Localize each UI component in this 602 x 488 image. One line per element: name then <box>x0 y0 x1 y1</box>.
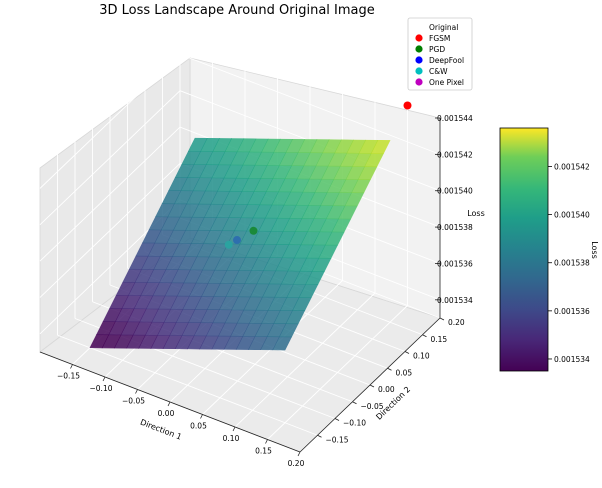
x-tick-label-7: 0.20 <box>288 459 305 468</box>
back-grid-z-5 <box>179 17 441 119</box>
y-tick-mark-0 <box>317 434 322 438</box>
z-ticks: 0.001534 0.001536 0.001538 0.001540 0.001542… <box>435 114 473 305</box>
x-tick-label-5: 0.10 <box>223 434 240 443</box>
x-tick-mark-2 <box>135 389 138 394</box>
y-tick-mark-2 <box>352 401 357 405</box>
chart-title: 3D Loss Landscape Around Original Image <box>99 3 375 18</box>
x-tick-label-0: −0.15 <box>57 372 80 381</box>
y-tick-label-1: −0.10 <box>343 419 366 428</box>
y-ticks: −0.15 −0.10 −0.05 0.000.050.100.150.20 <box>317 317 465 444</box>
legend-label-1: FGSM <box>429 34 450 43</box>
x-tick-label-4: 0.05 <box>190 422 207 431</box>
y-tick-mark-4 <box>387 367 392 371</box>
x-tick-mark-5 <box>232 426 236 432</box>
x-tick-mark-0 <box>70 364 73 369</box>
colorbar-tick-label-2: 0.001538 <box>554 259 590 268</box>
y-tick-mark-5 <box>404 351 410 354</box>
point-deepfool <box>233 236 241 245</box>
x-tick-mark-4 <box>200 414 203 419</box>
y-tick-label-4: 0.05 <box>396 368 413 377</box>
point-pgd <box>249 226 258 235</box>
colorbar-tick-label-3: 0.001540 <box>554 211 590 220</box>
back-grid-z-4 <box>179 53 441 155</box>
left-grid-z-1 <box>39 163 181 298</box>
legend-label-5: One Pixel <box>429 78 464 87</box>
left-grid-z-4 <box>39 54 181 189</box>
x-tick-mark-7 <box>297 451 301 457</box>
z-axis-label: Loss <box>467 209 485 218</box>
legend-box <box>407 17 473 91</box>
legend-label-4: C&W <box>429 67 448 76</box>
x-tick-label-2: −0.05 <box>122 397 145 406</box>
legend: Original FGSM PGD DeepFool C&W One Pixel <box>407 17 473 91</box>
z-tick-label-2: 0.001538 <box>437 223 473 232</box>
left-grid-z-5 <box>39 17 181 153</box>
y-tick-mark-6 <box>422 334 427 338</box>
attack-points <box>224 101 412 249</box>
x-tick-label-6: 0.15 <box>255 447 272 456</box>
colorbar-tick-label-4: 0.001542 <box>554 162 590 171</box>
surface-cell-255 <box>187 137 208 152</box>
y-tick-mark-7 <box>439 317 445 321</box>
z-tick-label-5: 0.001544 <box>437 114 473 123</box>
legend-marker-4 <box>415 67 423 75</box>
z-tick-label-4: 0.001542 <box>437 150 473 159</box>
x-tick-mark-3 <box>167 401 171 407</box>
y-tick-label-3: 0.00 <box>378 385 395 394</box>
z-tick-label-1: 0.001536 <box>437 259 473 268</box>
legend-marker-1 <box>415 34 423 42</box>
left-grid-z-2 <box>39 126 181 262</box>
x-tick-mark-6 <box>265 439 268 444</box>
colorbar-tick-label-1: 0.001536 <box>554 307 590 316</box>
legend-label-0: Original <box>429 23 458 32</box>
colorbar-ticks: 0.001534 0.001536 0.001538 0.001540 0.001542 <box>548 162 590 364</box>
colorbar-gradient <box>499 127 549 372</box>
legend-marker-5 <box>415 78 423 86</box>
y-tick-mark-1 <box>334 418 340 421</box>
x-tick-mark-1 <box>102 376 106 382</box>
y-tick-label-0: −0.15 <box>326 435 349 444</box>
colorbar-tick-label-0: 0.001534 <box>554 355 590 364</box>
x-tick-label-1: −0.10 <box>90 384 113 393</box>
point-fgsm <box>403 101 412 110</box>
loss-surface <box>89 137 391 351</box>
floor-grid-y-0 <box>57 334 318 436</box>
x-ticks: −0.15 −0.10 −0.05 0.00 0.05 0.10 0.15 0.20 <box>57 364 305 468</box>
x-tick-label-3: 0.00 <box>158 409 175 418</box>
z-tick-label-0: 0.001534 <box>437 296 473 305</box>
x-axis-label: Direction 1 <box>139 418 183 442</box>
colorbar-label: Loss <box>590 241 599 259</box>
y-tick-label-2: −0.05 <box>361 402 384 411</box>
z-tick-label-3: 0.001540 <box>437 187 473 196</box>
legend-label-2: PGD <box>429 45 445 54</box>
point-c-w <box>224 240 233 249</box>
y-tick-label-7: 0.20 <box>448 318 465 327</box>
left-grid-z-3 <box>39 90 181 226</box>
y-tick-label-6: 0.15 <box>431 335 448 344</box>
y-tick-mark-3 <box>369 384 375 388</box>
legend-marker-2 <box>415 45 423 53</box>
legend-marker-3 <box>415 56 423 64</box>
y-tick-label-5: 0.10 <box>413 352 430 361</box>
legend-label-3: DeepFool <box>429 56 464 65</box>
colorbar: 0.001534 0.001536 0.001538 0.001540 0.001542… <box>499 127 599 372</box>
